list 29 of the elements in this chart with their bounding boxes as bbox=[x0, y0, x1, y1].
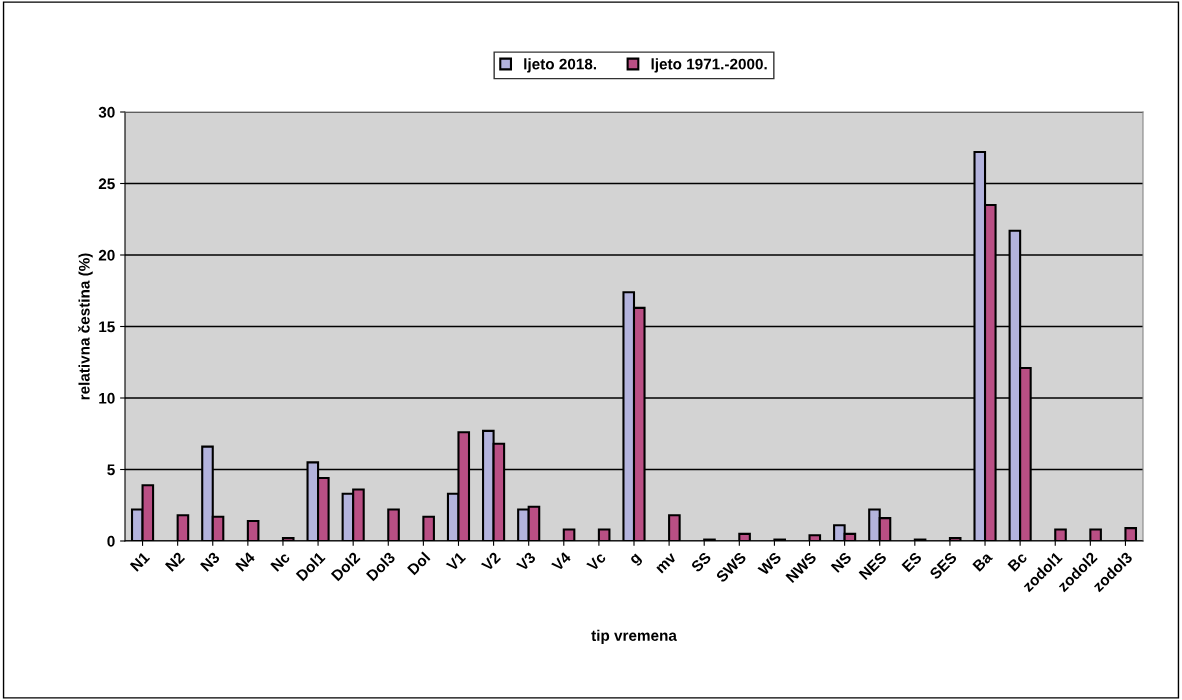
x-tick-label: NS bbox=[830, 551, 853, 573]
x-tick-label: Nc bbox=[270, 551, 291, 572]
x-tick-label: WS bbox=[757, 551, 782, 577]
x-tick-label: N4 bbox=[235, 551, 256, 572]
x-tick-label: Dol bbox=[406, 551, 431, 576]
y-tick-label: 5 bbox=[107, 464, 115, 476]
y-tick-label: 15 bbox=[99, 321, 115, 333]
x-tick-label: V1 bbox=[445, 551, 467, 572]
y-tick-label: 30 bbox=[98, 106, 115, 118]
y-tick-label: 20 bbox=[98, 249, 115, 261]
x-tick-label: V2 bbox=[480, 551, 501, 572]
y-tick-label: 25 bbox=[98, 178, 115, 190]
x-tick-label: N1 bbox=[129, 551, 151, 572]
x-tick-label: mv bbox=[656, 552, 677, 574]
x-tick-label: ES bbox=[901, 551, 923, 573]
x-tick-label: N3 bbox=[199, 551, 221, 572]
y-tick-label: 0 bbox=[107, 535, 115, 547]
x-tick-label: Ba bbox=[972, 551, 994, 572]
legend-label: ljeto 1971.-2000. bbox=[651, 58, 767, 73]
x-tick-label: SS bbox=[690, 551, 712, 573]
y-axis-title: relativna čestina (%) bbox=[78, 253, 93, 400]
legend-label: ljeto 2018. bbox=[524, 58, 597, 73]
x-tick-label: Vc bbox=[586, 551, 607, 572]
x-tick-label: V3 bbox=[515, 551, 537, 572]
x-axis-title: tip vremena bbox=[591, 629, 677, 644]
x-tick-label: N2 bbox=[164, 551, 186, 572]
x-tick-label: V4 bbox=[551, 551, 572, 572]
x-tick-label: g bbox=[629, 553, 644, 567]
y-tick-label: 10 bbox=[99, 392, 115, 404]
